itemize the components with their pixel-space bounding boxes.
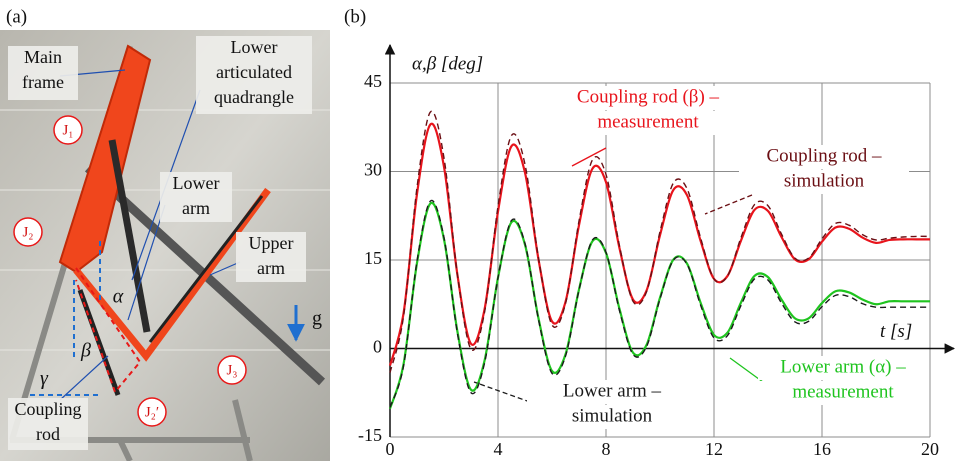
y-tick-label: 45 [364,71,382,91]
series-line [389,110,931,373]
legend-bg [758,381,928,405]
callout-text: arm [182,198,210,218]
series-line [389,199,930,408]
series-line [388,201,930,410]
joint-marker [13,217,43,247]
callout-text: arm [257,258,285,278]
angle-label: α [113,286,124,308]
callout-box [196,36,312,114]
legend-bg [758,356,928,380]
callout-text: frame [22,72,64,92]
legend-label: Coupling rod (β) – [577,86,720,107]
callout-text: Upper [249,233,294,253]
callout-text: articulated [216,62,292,82]
joint-label: J₁ [62,122,73,138]
callout-box [8,398,88,450]
legend-label: simulation [784,170,865,191]
y-tick-label: 30 [364,160,382,180]
legend-bg [739,145,909,169]
callout-text: rod [36,424,60,444]
y-tick-label: -15 [358,425,382,445]
angle-label: γ [40,368,49,390]
legend-bg [563,111,733,135]
y-tick-label: 15 [364,248,382,268]
leader-line [473,381,531,403]
joint-label: J₂′ [145,404,159,420]
leader-line [571,147,607,167]
callout-text: Lower [173,173,220,193]
gravity-label: g [312,308,322,330]
joint-marker [137,397,167,427]
callout-text: Main [24,47,62,67]
legend-bg [527,380,697,404]
leader-line [704,194,753,215]
joint-marker [217,355,247,385]
joint-label: J₃ [226,362,237,378]
panel-label: (b) [344,6,366,27]
legend-bg [527,405,697,429]
y-tick-label: 0 [373,337,382,357]
joint-marker [53,115,83,145]
x-tick-label: 0 [386,439,395,459]
x-tick-label: 12 [705,439,723,459]
x-tick-label: 4 [494,439,503,459]
joint-label: J₂ [22,224,33,240]
legend-label: Lower arm – [563,380,662,401]
x-tick-label: 8 [602,439,611,459]
y-axis-label: α,β [deg] [412,53,483,74]
legend-label: simulation [572,405,653,426]
callout-box [160,172,232,222]
callout-text: Lower [231,37,278,57]
legend-label: Coupling rod – [766,145,882,166]
x-axis-label: t [s] [880,321,912,342]
panel-label: (a) [6,6,27,27]
callout-text: quadrangle [214,87,294,107]
angle-label: β [80,340,91,362]
x-tick-label: 20 [921,439,939,459]
photo-labels: Main frame Lower articulated quadrangle Lower… [8,36,322,450]
callout-text: Coupling [14,399,81,419]
legend-bg [563,86,733,110]
legend-bg [739,170,909,194]
legend-label: measurement [597,111,699,132]
legend-label: measurement [792,381,894,402]
x-tick-label: 16 [813,439,831,459]
legend-label: Lower arm (α) – [780,356,906,377]
callout-box [236,232,306,282]
callout-box [8,46,78,100]
